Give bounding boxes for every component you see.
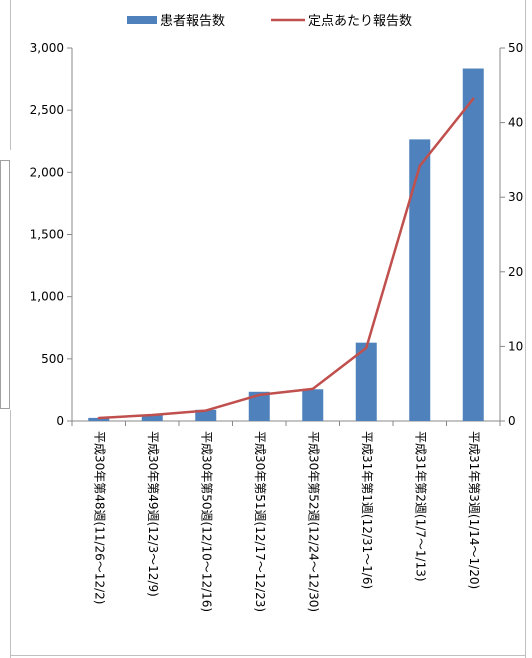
line-point (151, 413, 154, 417)
line-point (418, 164, 421, 168)
x-category-label: 平成31年第2週(1/7～1/13) (413, 431, 427, 582)
bar (195, 409, 217, 421)
y-left-tick-label: 3,000 (30, 41, 64, 55)
y-left-tick-label: 2,000 (30, 165, 64, 179)
y-axis-left-ticks: 0 500 1,000 1,500 2,000 2,500 3,000 (30, 41, 72, 428)
line-point (311, 387, 314, 391)
y-left-tick-label: 1,500 (30, 228, 64, 242)
x-category-label: 平成30年第50週(12/10～12/16) (199, 431, 213, 612)
x-category-label: 平成31年第1週(12/31～1/6) (360, 431, 374, 589)
x-category-label: 平成30年第48週(11/26～12/2) (92, 431, 106, 604)
bar (141, 414, 163, 421)
legend-swatch-bar (127, 16, 157, 24)
y-left-tick-label: 1,000 (30, 290, 64, 304)
bar (409, 139, 431, 421)
bar (462, 68, 484, 421)
legend: 患者報告数 定点あたり報告数 (127, 14, 412, 29)
bar (302, 389, 324, 421)
y-right-tick-label: 50 (508, 41, 523, 55)
line-point (258, 393, 261, 397)
y-left-tick-label: 0 (56, 414, 64, 428)
line-point (204, 409, 207, 412)
bar (248, 391, 270, 421)
x-category-label: 平成30年第49週(12/3～12/9) (146, 431, 160, 597)
line-path (98, 97, 475, 420)
legend-label-line: 定点あたり報告数 (308, 14, 412, 29)
y-right-tick-label: 20 (508, 265, 523, 279)
y-right-tick-label: 0 (508, 414, 516, 428)
y-left-tick-label: 2,500 (30, 103, 64, 117)
y-right-tick-label: 30 (508, 190, 523, 204)
line-point (365, 346, 368, 350)
x-axis-category-labels: 平成30年第48週(11/26～12/2) 平成30年第49週(12/3～12/9… (92, 431, 481, 612)
x-category-label: 平成30年第52週(12/24～12/30) (306, 431, 320, 612)
line-point (97, 416, 100, 420)
legend-label-bar: 患者報告数 (160, 14, 225, 29)
y-right-tick-label: 10 (508, 339, 523, 353)
y-right-tick-label: 40 (508, 116, 523, 130)
bar-series (88, 68, 484, 421)
x-category-label: 平成30年第51週(12/17～12/23) (253, 431, 267, 612)
y-axis-right-ticks: 0 10 20 30 40 50 (500, 41, 523, 428)
x-axis-ticks (71, 421, 501, 426)
line-point (472, 97, 475, 100)
embedded-panel-outline (0, 160, 10, 409)
bar (355, 342, 377, 421)
line-series (97, 97, 475, 420)
x-category-label: 平成31年第3週(1/14～1/20) (467, 431, 481, 589)
bar (88, 417, 110, 421)
y-left-tick-label: 500 (41, 352, 64, 366)
